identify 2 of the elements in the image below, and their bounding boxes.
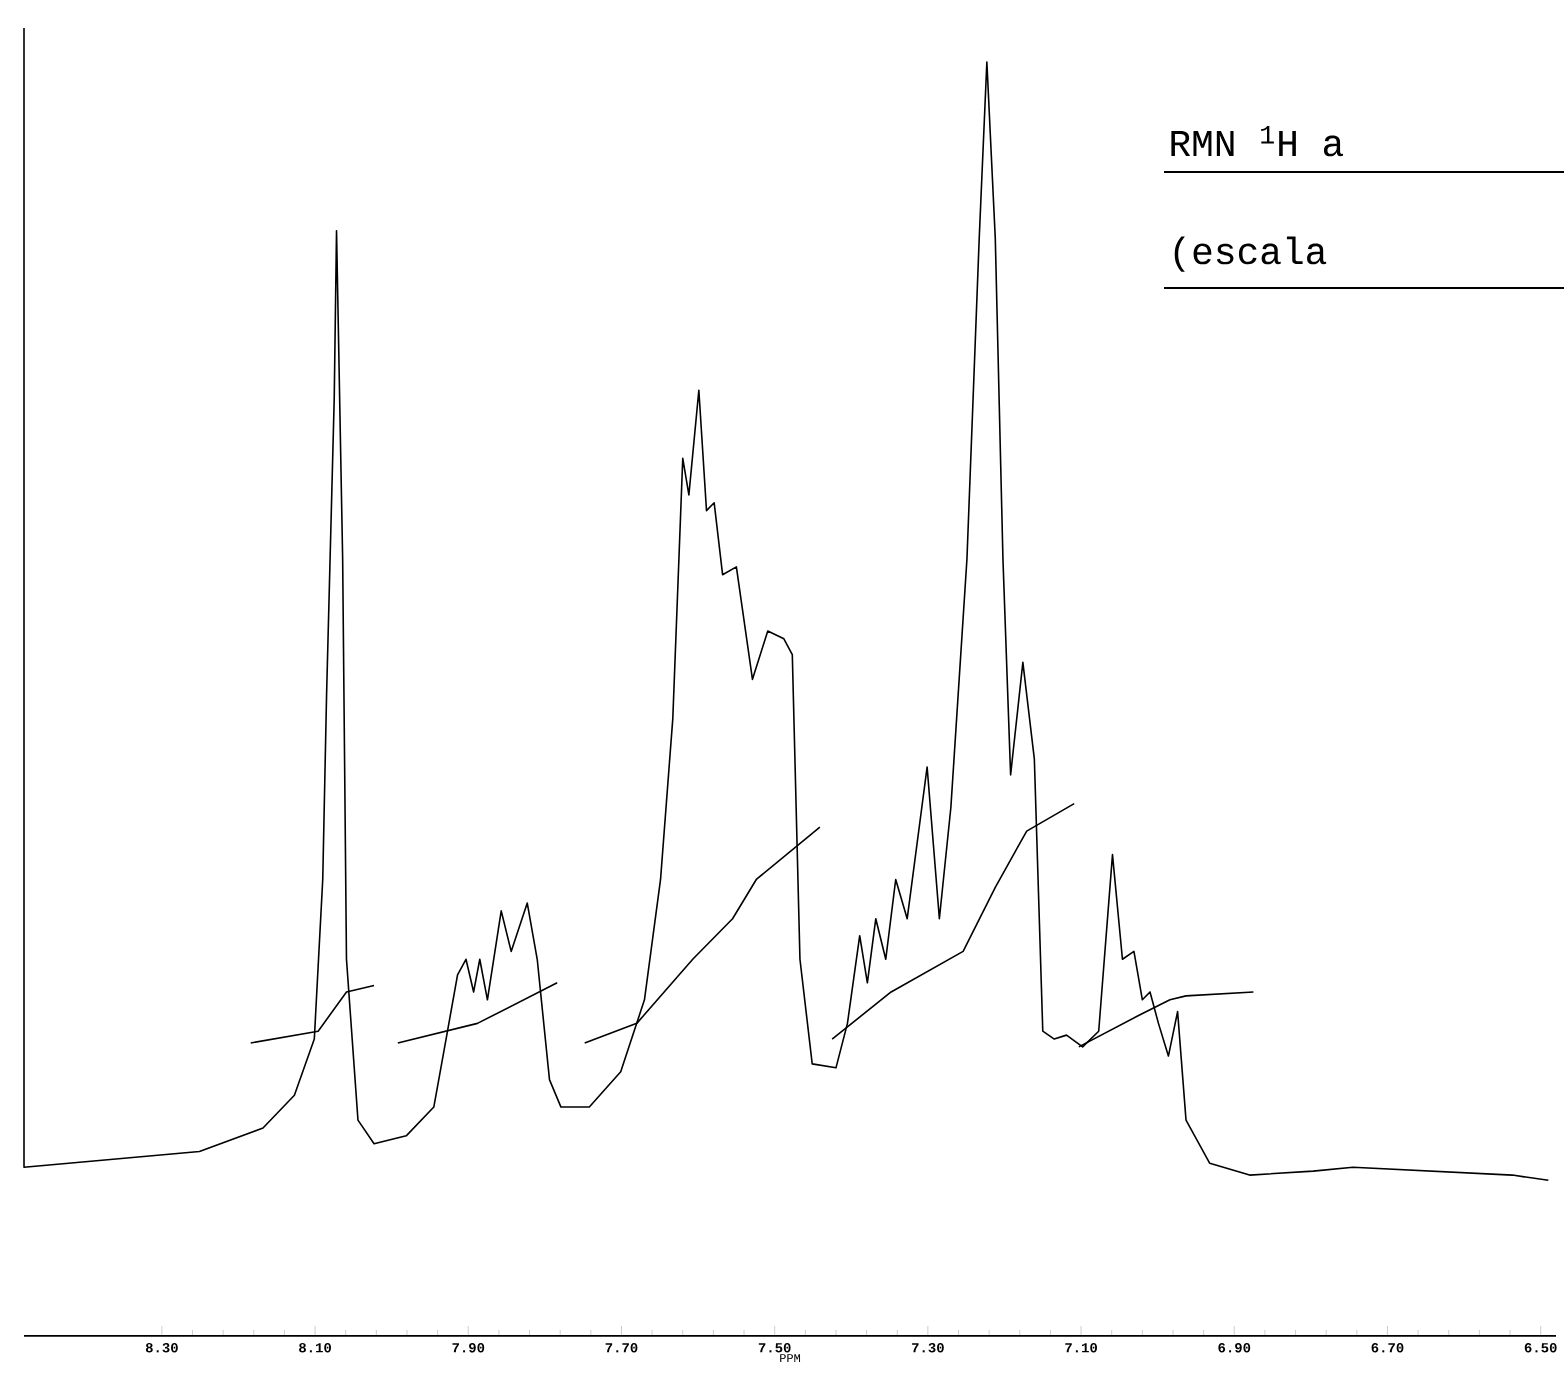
text: RMN $^{1}$H a (1171, 126, 1344, 157)
text: (escala (1174, 236, 1327, 272)
